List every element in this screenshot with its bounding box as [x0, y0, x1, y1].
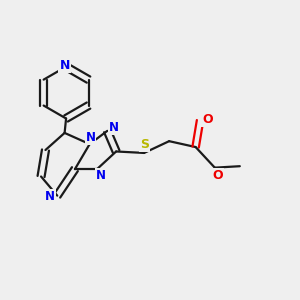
- Text: N: N: [85, 131, 95, 144]
- Text: N: N: [95, 169, 106, 182]
- Text: O: O: [202, 112, 213, 126]
- Text: N: N: [109, 121, 119, 134]
- Text: N: N: [45, 190, 55, 203]
- Text: O: O: [212, 169, 223, 182]
- Text: N: N: [59, 59, 70, 72]
- Text: S: S: [140, 138, 149, 151]
